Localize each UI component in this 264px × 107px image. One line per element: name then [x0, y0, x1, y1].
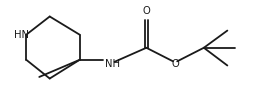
- Text: HN: HN: [14, 30, 29, 40]
- Text: O: O: [143, 6, 150, 16]
- Text: O: O: [171, 59, 179, 69]
- Text: NH: NH: [105, 59, 120, 69]
